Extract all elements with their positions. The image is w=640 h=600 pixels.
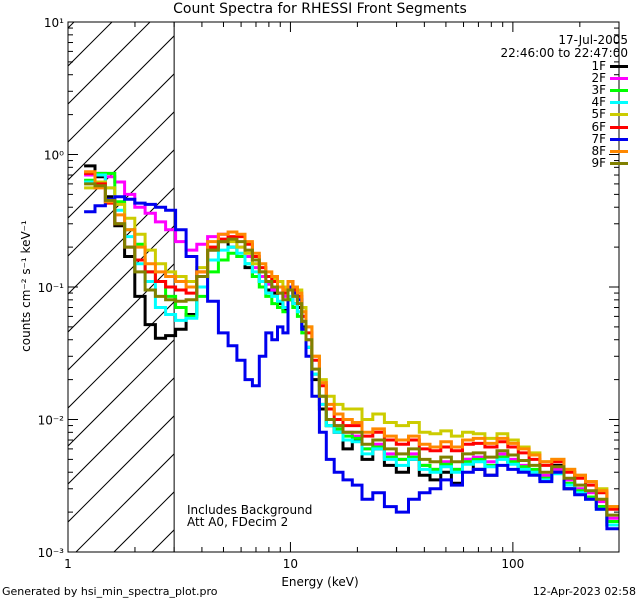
legend-item-1F: 1F: [501, 58, 628, 73]
legend-label: 1F: [591, 58, 606, 73]
legend-item-6F: 6F: [501, 119, 628, 134]
legend-swatch: [610, 137, 628, 141]
legend-swatch: [610, 125, 628, 129]
hatch-stroke: [68, 225, 175, 333]
legend-label: 2F: [591, 70, 606, 85]
legend-item-8F: 8F: [501, 143, 628, 158]
legend-date: 17-Jul-2005: [558, 33, 628, 47]
legend-label: 7F: [591, 131, 606, 146]
legend-label: 9F: [591, 156, 606, 171]
legend-item-4F: 4F: [501, 95, 628, 110]
legend-item-7F: 7F: [501, 131, 628, 146]
legend-item-2F: 2F: [501, 70, 628, 85]
note-background: Includes Background: [187, 503, 313, 517]
y-tick-label: 10⁰: [44, 149, 64, 163]
footer-timestamp: 12-Apr-2023 02:58: [532, 585, 636, 598]
x-tick-label: 100: [501, 557, 524, 571]
legend-label: 6F: [591, 119, 606, 134]
y-tick-label: 10¹: [44, 16, 64, 30]
hatch-stroke: [68, 377, 175, 485]
legend-label: 8F: [591, 143, 606, 158]
legend-label: 5F: [591, 107, 606, 122]
y-tick-label: 10⁻¹: [38, 281, 65, 295]
hatch-stroke: [68, 35, 175, 143]
series-8F: [84, 170, 619, 509]
x-tick-label: 1: [64, 557, 72, 571]
x-axis-label: Energy (keV): [281, 575, 359, 589]
y-tick-label: 10⁻²: [38, 414, 65, 428]
hatch-stroke: [68, 187, 175, 295]
y-axis-label: counts cm⁻² s⁻¹ keV⁻¹: [19, 220, 33, 352]
x-tick-label: 10: [283, 557, 298, 571]
hatch-stroke: [0, 0, 106, 552]
hatch-stroke: [0, 0, 68, 552]
legend-time-range: 22:46:00 to 22:47:00: [500, 46, 628, 60]
plot-note: Includes Background Att A0, FDecim 2: [187, 504, 312, 528]
legend-swatch: [610, 76, 628, 80]
hatch-stroke: [68, 263, 175, 371]
hatch-stroke: [68, 415, 175, 523]
legend-swatch: [610, 162, 628, 166]
excluded-energy-hatch: [0, 0, 175, 552]
legend-label: 3F: [591, 82, 606, 97]
legend-swatch: [610, 101, 628, 105]
y-tick-label: 10⁻³: [38, 546, 65, 560]
legend-item-5F: 5F: [501, 107, 628, 122]
legend-item-3F: 3F: [501, 82, 628, 97]
series-9F: [84, 182, 619, 517]
hatch-stroke: [68, 149, 175, 257]
legend: 17-Jul-2005 22:46:00 to 22:47:00 1F 2F 3F 4…: [501, 34, 628, 170]
legend-item-9F: 9F: [501, 156, 628, 171]
note-attenuator: Att A0, FDecim 2: [187, 515, 289, 529]
legend-swatch: [610, 113, 628, 117]
legend-swatch: [610, 149, 628, 153]
hatch-stroke: [68, 22, 151, 105]
footer-generator: Generated by hsi_min_spectra_plot.pro: [2, 585, 218, 598]
hatch-stroke: [68, 22, 113, 67]
legend-label: 4F: [591, 95, 606, 110]
legend-swatch: [610, 64, 628, 68]
chart-title: Count Spectra for RHESSI Front Segments: [173, 1, 467, 17]
legend-swatch: [610, 88, 628, 92]
